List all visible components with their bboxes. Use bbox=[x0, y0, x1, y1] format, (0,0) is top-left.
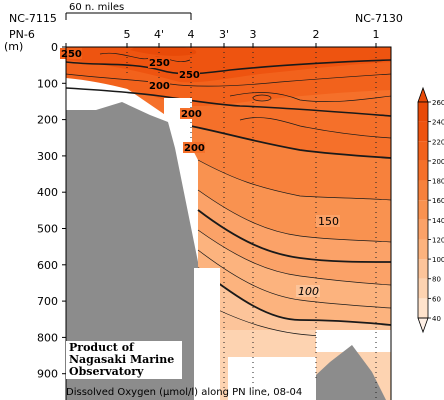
y-tick-label: 0 bbox=[51, 41, 58, 54]
band-level-260-core bbox=[130, 47, 197, 56]
no-data-slope-gap bbox=[198, 268, 220, 400]
contour-140 bbox=[197, 229, 391, 286]
station-lines bbox=[126, 47, 377, 400]
colorbar: 40 60 80 100 120 140 160 180 200 220 240 260 bbox=[417, 86, 444, 334]
continental-slope bbox=[66, 102, 198, 400]
colorbar-tick-label: 220 bbox=[432, 138, 444, 146]
contour-150 bbox=[197, 209, 391, 263]
colorbar-tick-label: 60 bbox=[432, 295, 441, 303]
band-level-180 bbox=[180, 125, 391, 200]
colorbar-segment bbox=[418, 298, 428, 318]
station-name: 3' bbox=[219, 28, 229, 41]
contour-250 bbox=[66, 59, 391, 75]
colorbar-tick-label: 160 bbox=[432, 197, 444, 205]
y-axis-unit: (m) bbox=[4, 40, 23, 53]
colorbar-tick-label: 120 bbox=[432, 236, 444, 244]
colorbar-tick-label: 240 bbox=[432, 119, 444, 127]
band-level-240 bbox=[66, 47, 391, 83]
y-tick-label: 500 bbox=[37, 223, 58, 236]
y-axis: 01002003004005006007008009001000 bbox=[37, 41, 66, 381]
shelf-edge-marker bbox=[194, 268, 198, 400]
station-ticks: PN-6 5 4' 4 3' 3 2 1 bbox=[9, 28, 380, 47]
colorbar-tick-label: 140 bbox=[432, 217, 444, 225]
contour-labels: 250 250 250 200 200 200 150 100 bbox=[60, 48, 340, 298]
station-name: 3 bbox=[250, 28, 257, 41]
y-tick-label: 400 bbox=[37, 186, 58, 199]
contour-200-main bbox=[179, 123, 391, 159]
colorbar-segment bbox=[418, 102, 428, 122]
contour-label-200-c: 200 bbox=[184, 143, 205, 154]
contour-label-250-a: 250 bbox=[61, 49, 82, 60]
contour-200-upper bbox=[66, 87, 391, 117]
seamount bbox=[316, 345, 386, 400]
credit-line-1: Product of bbox=[69, 341, 134, 354]
contour-surface-b bbox=[229, 92, 391, 103]
contour-label-200-a: 200 bbox=[149, 81, 170, 92]
colorbar-segment bbox=[418, 141, 428, 161]
credit-box: Product of Nagasaki Marine Observatory bbox=[66, 341, 182, 379]
colorbar-tick-label: 200 bbox=[432, 158, 444, 166]
contour-label-200-b: 200 bbox=[181, 109, 202, 120]
contour-label-250-b: 250 bbox=[149, 58, 170, 69]
contour-label-250-c: 250 bbox=[179, 70, 200, 81]
contour-120 bbox=[197, 249, 391, 309]
y-tick-label: 600 bbox=[37, 259, 58, 272]
colorbar-segment bbox=[418, 219, 428, 240]
contour-surface-d bbox=[239, 117, 391, 139]
colorbar-segment bbox=[418, 121, 428, 142]
contour-100 bbox=[197, 267, 391, 326]
band-level-100 bbox=[198, 268, 391, 330]
colorbar-segment bbox=[418, 200, 428, 220]
station-id-right: NC-7130 bbox=[355, 12, 403, 25]
station-name: 4 bbox=[188, 28, 195, 41]
y-tick-label: 800 bbox=[37, 331, 58, 344]
contour-180 bbox=[197, 159, 391, 201]
station-name: 1 bbox=[373, 28, 380, 41]
contour-label-150: 150 bbox=[318, 215, 339, 228]
scale-bar-label: 60 n. miles bbox=[69, 2, 124, 13]
colorbar-extend-min bbox=[417, 317, 429, 334]
station-name: 4' bbox=[154, 28, 164, 41]
no-data-deep-a bbox=[228, 357, 316, 400]
distance-scale: 60 n. miles bbox=[65, 2, 192, 20]
station-id-left: NC-7115 bbox=[9, 12, 57, 25]
seabed bbox=[66, 102, 386, 400]
colorbar-tick-label: 80 bbox=[432, 276, 441, 284]
station-name: 2 bbox=[313, 28, 320, 41]
y-tick-label: 900 bbox=[37, 368, 58, 381]
colorbar-tick-label: 100 bbox=[432, 256, 444, 264]
colorbar-segment bbox=[418, 160, 428, 181]
y-tick-label: 100 bbox=[37, 77, 58, 90]
contour-160 bbox=[197, 189, 391, 243]
band-level-160 bbox=[198, 160, 391, 242]
station-name: PN-6 bbox=[9, 28, 35, 41]
colorbar-segment bbox=[418, 239, 428, 260]
credit-line-2: Nagasaki Marine bbox=[69, 353, 175, 366]
colorbar-segment bbox=[418, 259, 428, 279]
chart-caption: Dissolved Oxygen (μmol/l) along PN line,… bbox=[66, 387, 302, 398]
colorbar-segment bbox=[418, 278, 428, 299]
contour-lines bbox=[66, 52, 391, 341]
y-tick-label: 300 bbox=[37, 150, 58, 163]
colorbar-tick-label: 260 bbox=[432, 99, 444, 107]
station-name: 5 bbox=[124, 28, 131, 41]
colorbar-tick-label: 40 bbox=[432, 315, 441, 323]
no-data-deep-b bbox=[316, 330, 391, 352]
colorbar-segment bbox=[418, 180, 428, 201]
colorbar-tick-label: 180 bbox=[432, 178, 444, 186]
y-tick-label: 700 bbox=[37, 295, 58, 308]
contour-surface-a bbox=[66, 73, 391, 87]
y-tick-label: 200 bbox=[37, 114, 58, 127]
credit-line-3: Observatory bbox=[69, 365, 144, 378]
contour-label-100: 100 bbox=[298, 285, 319, 298]
colorbar-extend-max bbox=[417, 86, 429, 103]
colorbar-frame bbox=[417, 101, 429, 319]
